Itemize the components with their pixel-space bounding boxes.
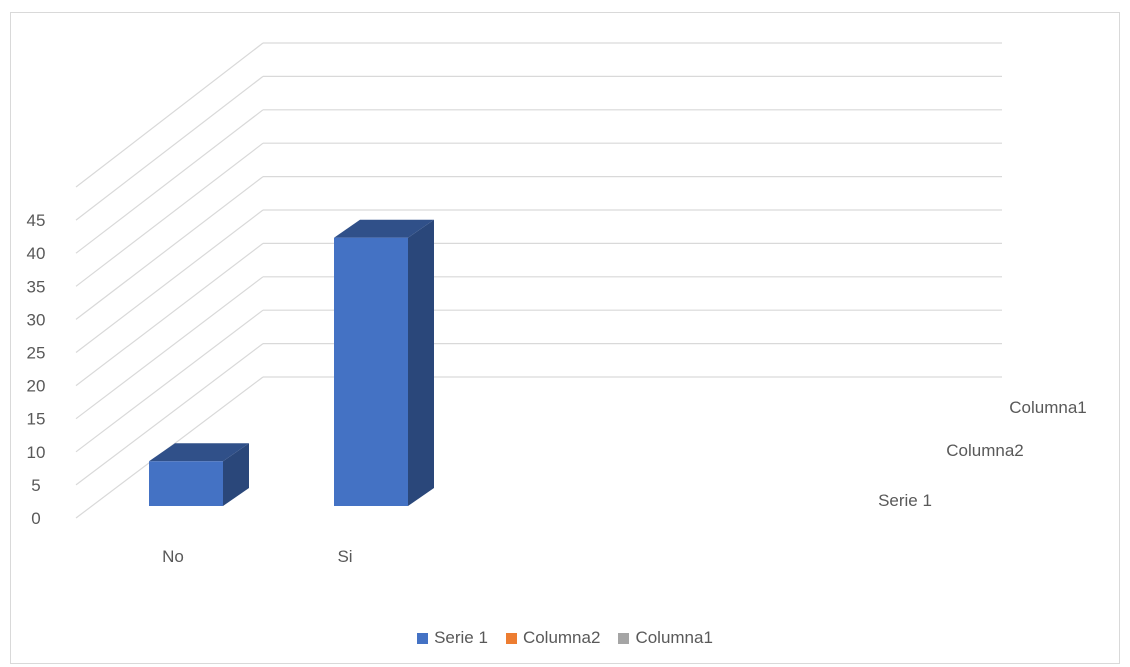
legend-swatch	[505, 632, 517, 644]
depth-axis-label: Serie 1	[878, 491, 932, 510]
y-axis-ticks: 0 5 10 15 20 25 30 35 40 45	[27, 211, 46, 528]
legend-label: Columna1	[635, 628, 713, 647]
legend-swatch	[417, 632, 429, 644]
y-tick-label: 30	[27, 310, 46, 329]
y-tick-label: 10	[27, 443, 46, 462]
bar-front	[149, 461, 223, 506]
bar-side	[408, 219, 434, 506]
side-gridline	[75, 276, 264, 420]
depth-axis-label: Columna1	[1009, 398, 1087, 417]
side-gridline	[75, 309, 264, 453]
category-label: No	[162, 547, 184, 566]
bar-front	[334, 237, 408, 506]
side-gridline	[75, 176, 264, 320]
y-tick-label: 25	[27, 344, 46, 363]
bar-no	[149, 443, 249, 506]
legend-item: Serie 1	[417, 628, 488, 648]
y-tick-label: 45	[27, 211, 46, 230]
side-gridline	[75, 75, 264, 221]
y-tick-label: 15	[27, 410, 46, 429]
legend-label: Columna2	[522, 628, 601, 647]
legend-swatch	[618, 632, 630, 644]
side-gridline	[75, 42, 264, 188]
bar-top	[334, 219, 434, 238]
legend: Serie 1 Columna2 Columna1	[0, 624, 1130, 652]
side-gridline	[75, 343, 264, 486]
category-label: Si	[337, 547, 352, 566]
legend-item: Columna2	[505, 628, 601, 648]
side-gridline	[75, 109, 264, 254]
legend-item: Columna1	[618, 628, 713, 648]
bars	[149, 219, 434, 506]
bar-top	[149, 443, 249, 462]
legend-label: Serie 1	[434, 628, 488, 647]
bar-si	[334, 219, 434, 506]
side-gridline	[75, 142, 264, 287]
depth-axis-labels: Columna1 Columna2 Serie 1	[878, 398, 1087, 510]
y-tick-label: 20	[27, 377, 46, 396]
x-axis-categories: No Si	[162, 547, 352, 566]
y-tick-label: 40	[27, 244, 46, 263]
side-gridline	[75, 209, 264, 353]
y-tick-label: 0	[31, 509, 40, 528]
side-gridline	[75, 242, 264, 387]
chart-frame	[10, 12, 1120, 664]
y-tick-label: 35	[27, 277, 46, 296]
depth-axis-label: Columna2	[946, 441, 1024, 460]
y-tick-label: 5	[31, 476, 40, 495]
bar-side	[223, 443, 249, 506]
